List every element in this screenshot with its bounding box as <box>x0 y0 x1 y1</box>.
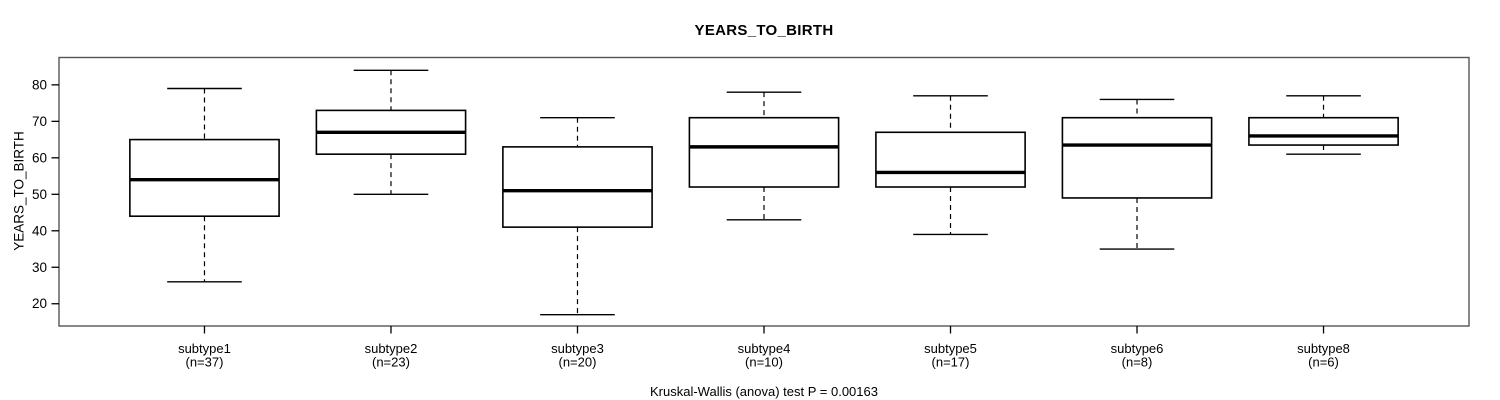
y-tick-label: 70 <box>32 114 47 129</box>
x-tick-n-label: (n=20) <box>559 355 597 370</box>
x-tick-label: subtype6 <box>1111 341 1164 356</box>
iqr-box <box>1061 116 1213 199</box>
iqr-box <box>1248 116 1399 146</box>
x-tick-label: subtype4 <box>738 341 791 356</box>
iqr-box <box>875 131 1026 188</box>
x-tick-n-label: (n=23) <box>372 355 410 370</box>
x-tick-n-label: (n=37) <box>185 355 223 370</box>
y-tick-label: 50 <box>32 187 47 202</box>
iqr-box <box>502 146 653 228</box>
box-group-subtype2 <box>315 69 467 196</box>
y-tick-label: 30 <box>32 260 47 275</box>
box-group-subtype6 <box>1061 98 1213 250</box>
x-tick-label: subtype8 <box>1297 341 1350 356</box>
box-group-subtype5 <box>875 95 1026 236</box>
box-group-subtype8 <box>1248 95 1399 155</box>
x-tick-n-label: (n=6) <box>1308 355 1339 370</box>
box-group-subtype4 <box>688 91 840 221</box>
x-tick-label: subtype3 <box>551 341 604 356</box>
box-group-subtype1 <box>129 87 280 283</box>
iqr-box <box>688 116 840 188</box>
x-tick-label: subtype5 <box>924 341 977 356</box>
x-tick-n-label: (n=17) <box>932 355 970 370</box>
x-tick-n-label: (n=8) <box>1122 355 1153 370</box>
box-group-subtype3 <box>502 116 653 316</box>
x-tick-n-label: (n=10) <box>745 355 783 370</box>
chart-title: YEARS_TO_BIRTH <box>694 22 834 39</box>
y-tick-label: 40 <box>32 223 47 238</box>
y-tick-label: 20 <box>32 296 47 311</box>
y-tick-label: 80 <box>32 77 47 92</box>
y-tick-label: 60 <box>32 150 47 165</box>
iqr-box <box>129 138 280 217</box>
x-tick-label: subtype2 <box>365 341 418 356</box>
kruskal-wallis-annotation: Kruskal-Wallis (anova) test P = 0.00163 <box>650 384 878 399</box>
x-tick-label: subtype1 <box>178 341 231 356</box>
